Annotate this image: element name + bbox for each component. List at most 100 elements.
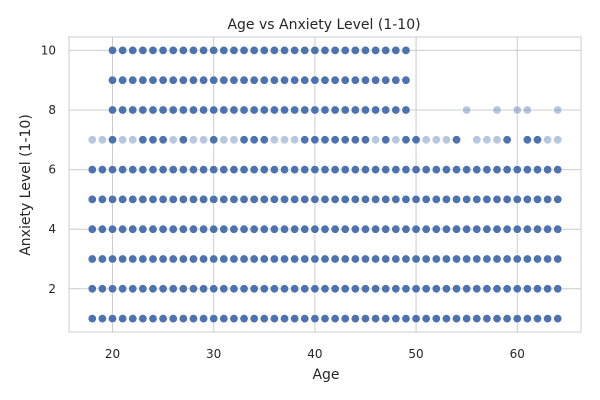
data-point bbox=[128, 45, 138, 55]
data-point bbox=[441, 135, 451, 145]
data-point bbox=[118, 314, 128, 324]
data-point bbox=[188, 75, 198, 85]
data-point bbox=[138, 224, 148, 234]
data-point bbox=[350, 194, 360, 204]
data-point bbox=[340, 105, 350, 115]
data-point bbox=[199, 135, 209, 145]
data-point bbox=[138, 75, 148, 85]
data-point bbox=[300, 135, 310, 145]
data-point bbox=[269, 314, 279, 324]
data-point bbox=[188, 194, 198, 204]
data-point bbox=[492, 284, 502, 294]
data-point bbox=[280, 165, 290, 175]
data-point bbox=[259, 75, 269, 85]
data-point bbox=[472, 314, 482, 324]
data-point bbox=[371, 194, 381, 204]
data-point bbox=[431, 194, 441, 204]
data-point bbox=[360, 75, 370, 85]
data-point bbox=[371, 135, 381, 145]
data-point bbox=[188, 165, 198, 175]
data-point bbox=[310, 284, 320, 294]
data-point bbox=[512, 254, 522, 264]
data-point bbox=[300, 165, 310, 175]
data-point bbox=[280, 224, 290, 234]
data-point bbox=[310, 105, 320, 115]
data-point bbox=[522, 254, 532, 264]
data-point bbox=[229, 254, 239, 264]
data-point bbox=[320, 224, 330, 234]
data-point bbox=[492, 314, 502, 324]
x-tick-label: 20 bbox=[105, 347, 120, 361]
data-point bbox=[441, 165, 451, 175]
data-point bbox=[188, 284, 198, 294]
data-point bbox=[411, 224, 421, 234]
data-point bbox=[381, 254, 391, 264]
y-tick-label: 10 bbox=[41, 43, 56, 57]
plot-frame bbox=[68, 36, 582, 333]
data-point bbox=[381, 105, 391, 115]
data-point bbox=[148, 284, 158, 294]
data-point bbox=[300, 314, 310, 324]
data-point bbox=[391, 105, 401, 115]
data-point bbox=[219, 75, 229, 85]
data-point bbox=[381, 194, 391, 204]
data-point bbox=[108, 314, 118, 324]
data-point bbox=[441, 314, 451, 324]
data-point bbox=[158, 194, 168, 204]
data-point bbox=[269, 135, 279, 145]
data-point bbox=[290, 45, 300, 55]
data-point bbox=[138, 254, 148, 264]
data-point bbox=[118, 224, 128, 234]
data-point bbox=[350, 254, 360, 264]
data-point bbox=[199, 284, 209, 294]
data-point bbox=[350, 75, 360, 85]
data-point bbox=[199, 254, 209, 264]
data-point bbox=[178, 254, 188, 264]
data-point bbox=[482, 165, 492, 175]
data-point bbox=[381, 314, 391, 324]
data-point bbox=[259, 105, 269, 115]
data-point bbox=[239, 105, 249, 115]
data-point bbox=[97, 254, 107, 264]
data-point bbox=[178, 314, 188, 324]
data-point bbox=[330, 224, 340, 234]
data-point bbox=[87, 165, 97, 175]
data-point bbox=[320, 194, 330, 204]
data-point bbox=[158, 224, 168, 234]
data-point bbox=[249, 45, 259, 55]
data-point bbox=[401, 135, 411, 145]
data-point bbox=[441, 224, 451, 234]
data-point bbox=[239, 254, 249, 264]
data-point bbox=[411, 165, 421, 175]
data-point bbox=[350, 314, 360, 324]
data-point bbox=[300, 105, 310, 115]
chart-title: Age vs Anxiety Level (1-10) bbox=[227, 17, 420, 33]
data-point bbox=[219, 165, 229, 175]
data-point bbox=[350, 284, 360, 294]
data-point bbox=[249, 105, 259, 115]
data-point bbox=[553, 135, 563, 145]
data-point bbox=[219, 254, 229, 264]
data-point bbox=[360, 135, 370, 145]
data-point bbox=[128, 75, 138, 85]
data-point bbox=[452, 254, 462, 264]
data-point bbox=[108, 75, 118, 85]
data-point bbox=[543, 314, 553, 324]
data-point bbox=[512, 194, 522, 204]
data-point bbox=[269, 105, 279, 115]
data-point bbox=[502, 194, 512, 204]
data-point bbox=[178, 165, 188, 175]
data-point bbox=[320, 314, 330, 324]
data-point bbox=[340, 45, 350, 55]
data-point bbox=[482, 284, 492, 294]
data-point bbox=[138, 105, 148, 115]
data-point bbox=[543, 224, 553, 234]
data-point bbox=[401, 314, 411, 324]
data-point bbox=[401, 105, 411, 115]
data-point bbox=[401, 254, 411, 264]
data-point bbox=[431, 314, 441, 324]
data-point bbox=[532, 135, 542, 145]
data-point bbox=[87, 314, 97, 324]
data-point bbox=[259, 135, 269, 145]
data-point bbox=[87, 224, 97, 234]
